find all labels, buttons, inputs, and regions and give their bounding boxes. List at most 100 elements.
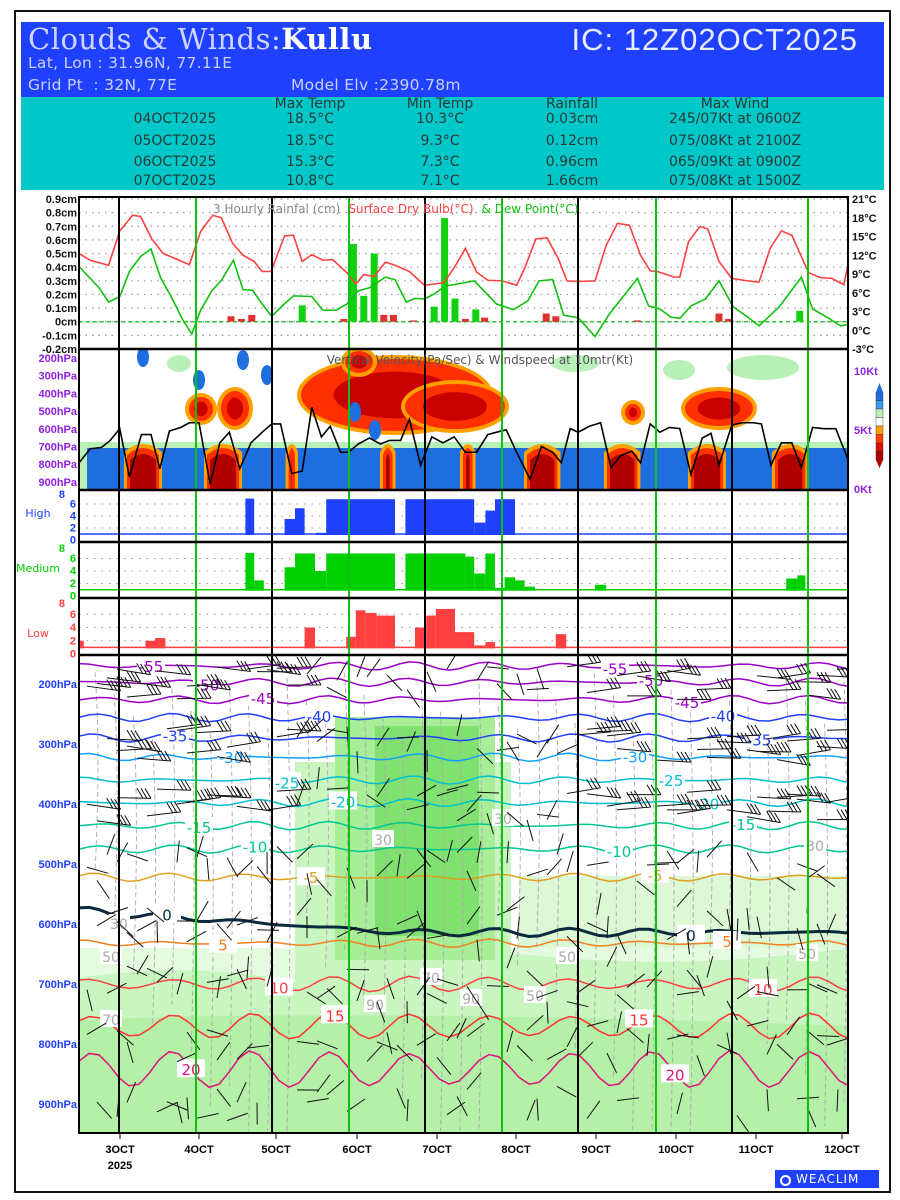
wind-barb <box>236 917 258 926</box>
vertical-velocity-field <box>79 349 848 490</box>
wind-barb <box>506 841 509 864</box>
row-min: 7.3°C <box>420 154 460 170</box>
vv-ascent-dome <box>210 454 236 490</box>
wind-barb <box>146 801 182 817</box>
cloud-bar <box>485 642 495 649</box>
cloud-axis-tick: 8 <box>59 543 65 555</box>
rh-label-bg <box>100 947 122 964</box>
wind-barb <box>376 1041 398 1051</box>
isotherm-label: 10 <box>753 981 772 999</box>
wind-barb <box>186 787 222 803</box>
wind-barb <box>446 1101 466 1116</box>
wind-barb <box>416 910 426 932</box>
wind-barb <box>316 879 332 897</box>
wind-barb <box>486 985 510 987</box>
cloud-axis-tick: 2 <box>70 523 76 535</box>
rain-bar <box>360 295 368 322</box>
wind-barb <box>306 656 322 675</box>
vv-patch-dark-red <box>423 392 487 421</box>
rh-label-bg <box>100 1010 122 1027</box>
temp-axis-tick: 0°C <box>852 325 871 337</box>
title-prefix: Clouds & Winds: <box>28 22 282 56</box>
isotherm-label: 10 <box>269 980 288 998</box>
wind-barb <box>616 740 652 753</box>
wind-barb <box>376 1001 386 1023</box>
row-rain: 0.03cm <box>545 111 599 127</box>
cloud-panel-label: Medium <box>16 562 60 575</box>
wind-barb <box>806 688 842 700</box>
pressure-axis-tick: 900hPa <box>38 1099 77 1111</box>
cloud-bar <box>245 498 255 535</box>
isotherm-label-bg <box>661 1064 689 1083</box>
wind-barb <box>356 927 379 934</box>
wind-barb <box>666 1033 689 1040</box>
wind-barb <box>96 914 117 927</box>
x-axis-label: 4OCT <box>184 1144 214 1156</box>
dew-point-line <box>79 247 848 338</box>
wind-barb <box>496 683 513 701</box>
pressure-axis-tick: 600hPa <box>38 919 77 931</box>
rh-contour <box>516 728 521 967</box>
isotherm-label-bg <box>749 978 777 997</box>
rain-bar <box>380 314 388 322</box>
wind-barb <box>816 809 848 821</box>
isotherm-label-bg <box>161 725 189 744</box>
wind-barb <box>126 740 161 753</box>
cloud-bar <box>485 553 495 591</box>
row-rain: 0.96cm <box>545 154 599 170</box>
wind-barb <box>476 661 490 681</box>
grid-point: Grid Pt : 32N, 77E <box>28 76 178 94</box>
vv-patch-dark-red <box>697 397 741 420</box>
wind-barb <box>646 863 670 866</box>
rain-axis-tick: -0.1cm <box>42 330 77 342</box>
vv-panel-title: Vertical Velocity(Pa/Sec) & Windspeed at… <box>327 353 633 367</box>
cloud-bar <box>435 608 455 649</box>
header-banner: Clouds & Winds:Kullu IC: 12Z02OCT2025 La… <box>21 22 884 97</box>
wind-barb <box>406 864 425 880</box>
wind-barb <box>226 969 249 977</box>
wind-barb <box>486 666 509 670</box>
pressure-axis-tick: 700hPa <box>38 979 77 991</box>
wind-barb <box>286 720 322 732</box>
pressure-axis-tick: 400hPa <box>38 799 77 811</box>
rain-axis-tick: 0.4cm <box>46 262 77 274</box>
cloud-bar <box>524 586 535 591</box>
wind-barb <box>426 671 437 693</box>
wind-barb <box>606 946 618 967</box>
wind-barb <box>606 916 609 939</box>
wind-barb <box>626 1028 644 1044</box>
wind-barb <box>816 923 826 945</box>
rain-bar <box>472 309 480 322</box>
cloud-bar <box>284 567 295 591</box>
cloud-bar <box>295 553 315 591</box>
isotherm-label-bg <box>273 772 301 791</box>
isotherm-label: 0 <box>162 906 172 924</box>
wind-barb <box>546 1048 567 1060</box>
location-name: Kullu <box>281 22 373 56</box>
wind-barb <box>236 1043 253 1060</box>
wind-barb <box>86 1022 107 1035</box>
rain-panel-title: 3 Hourly Rainfal (cm) Surface Dry Bulb(°C… <box>213 202 578 216</box>
cloud-bar <box>455 632 475 649</box>
isotherm-label-bg <box>217 747 245 766</box>
wind-barb <box>736 1115 750 1133</box>
wind-barb <box>246 1044 269 1049</box>
rain-title-part: Surface Dry Bulb(°C) <box>348 202 473 216</box>
x-axis-label: 3OCT <box>105 1144 135 1156</box>
isotherm-label: -40 <box>307 708 332 726</box>
isotherm-line <box>79 752 848 763</box>
cloud-bar <box>304 627 315 649</box>
isotherm-label-bg <box>601 658 629 677</box>
rain-bar <box>370 253 378 322</box>
wind-barb <box>526 819 534 842</box>
wind-barb <box>766 801 802 813</box>
rain-bar <box>349 244 357 322</box>
wind-barb <box>516 916 520 939</box>
wind-barb <box>176 715 212 731</box>
temp-axis-tick: 18°C <box>852 213 877 225</box>
wind-barb <box>246 655 282 670</box>
wind-barb <box>316 985 336 1000</box>
wind-barb <box>286 674 322 686</box>
vv-pressure-tick: 600hPa <box>38 424 77 436</box>
cloud-bar <box>326 553 395 591</box>
